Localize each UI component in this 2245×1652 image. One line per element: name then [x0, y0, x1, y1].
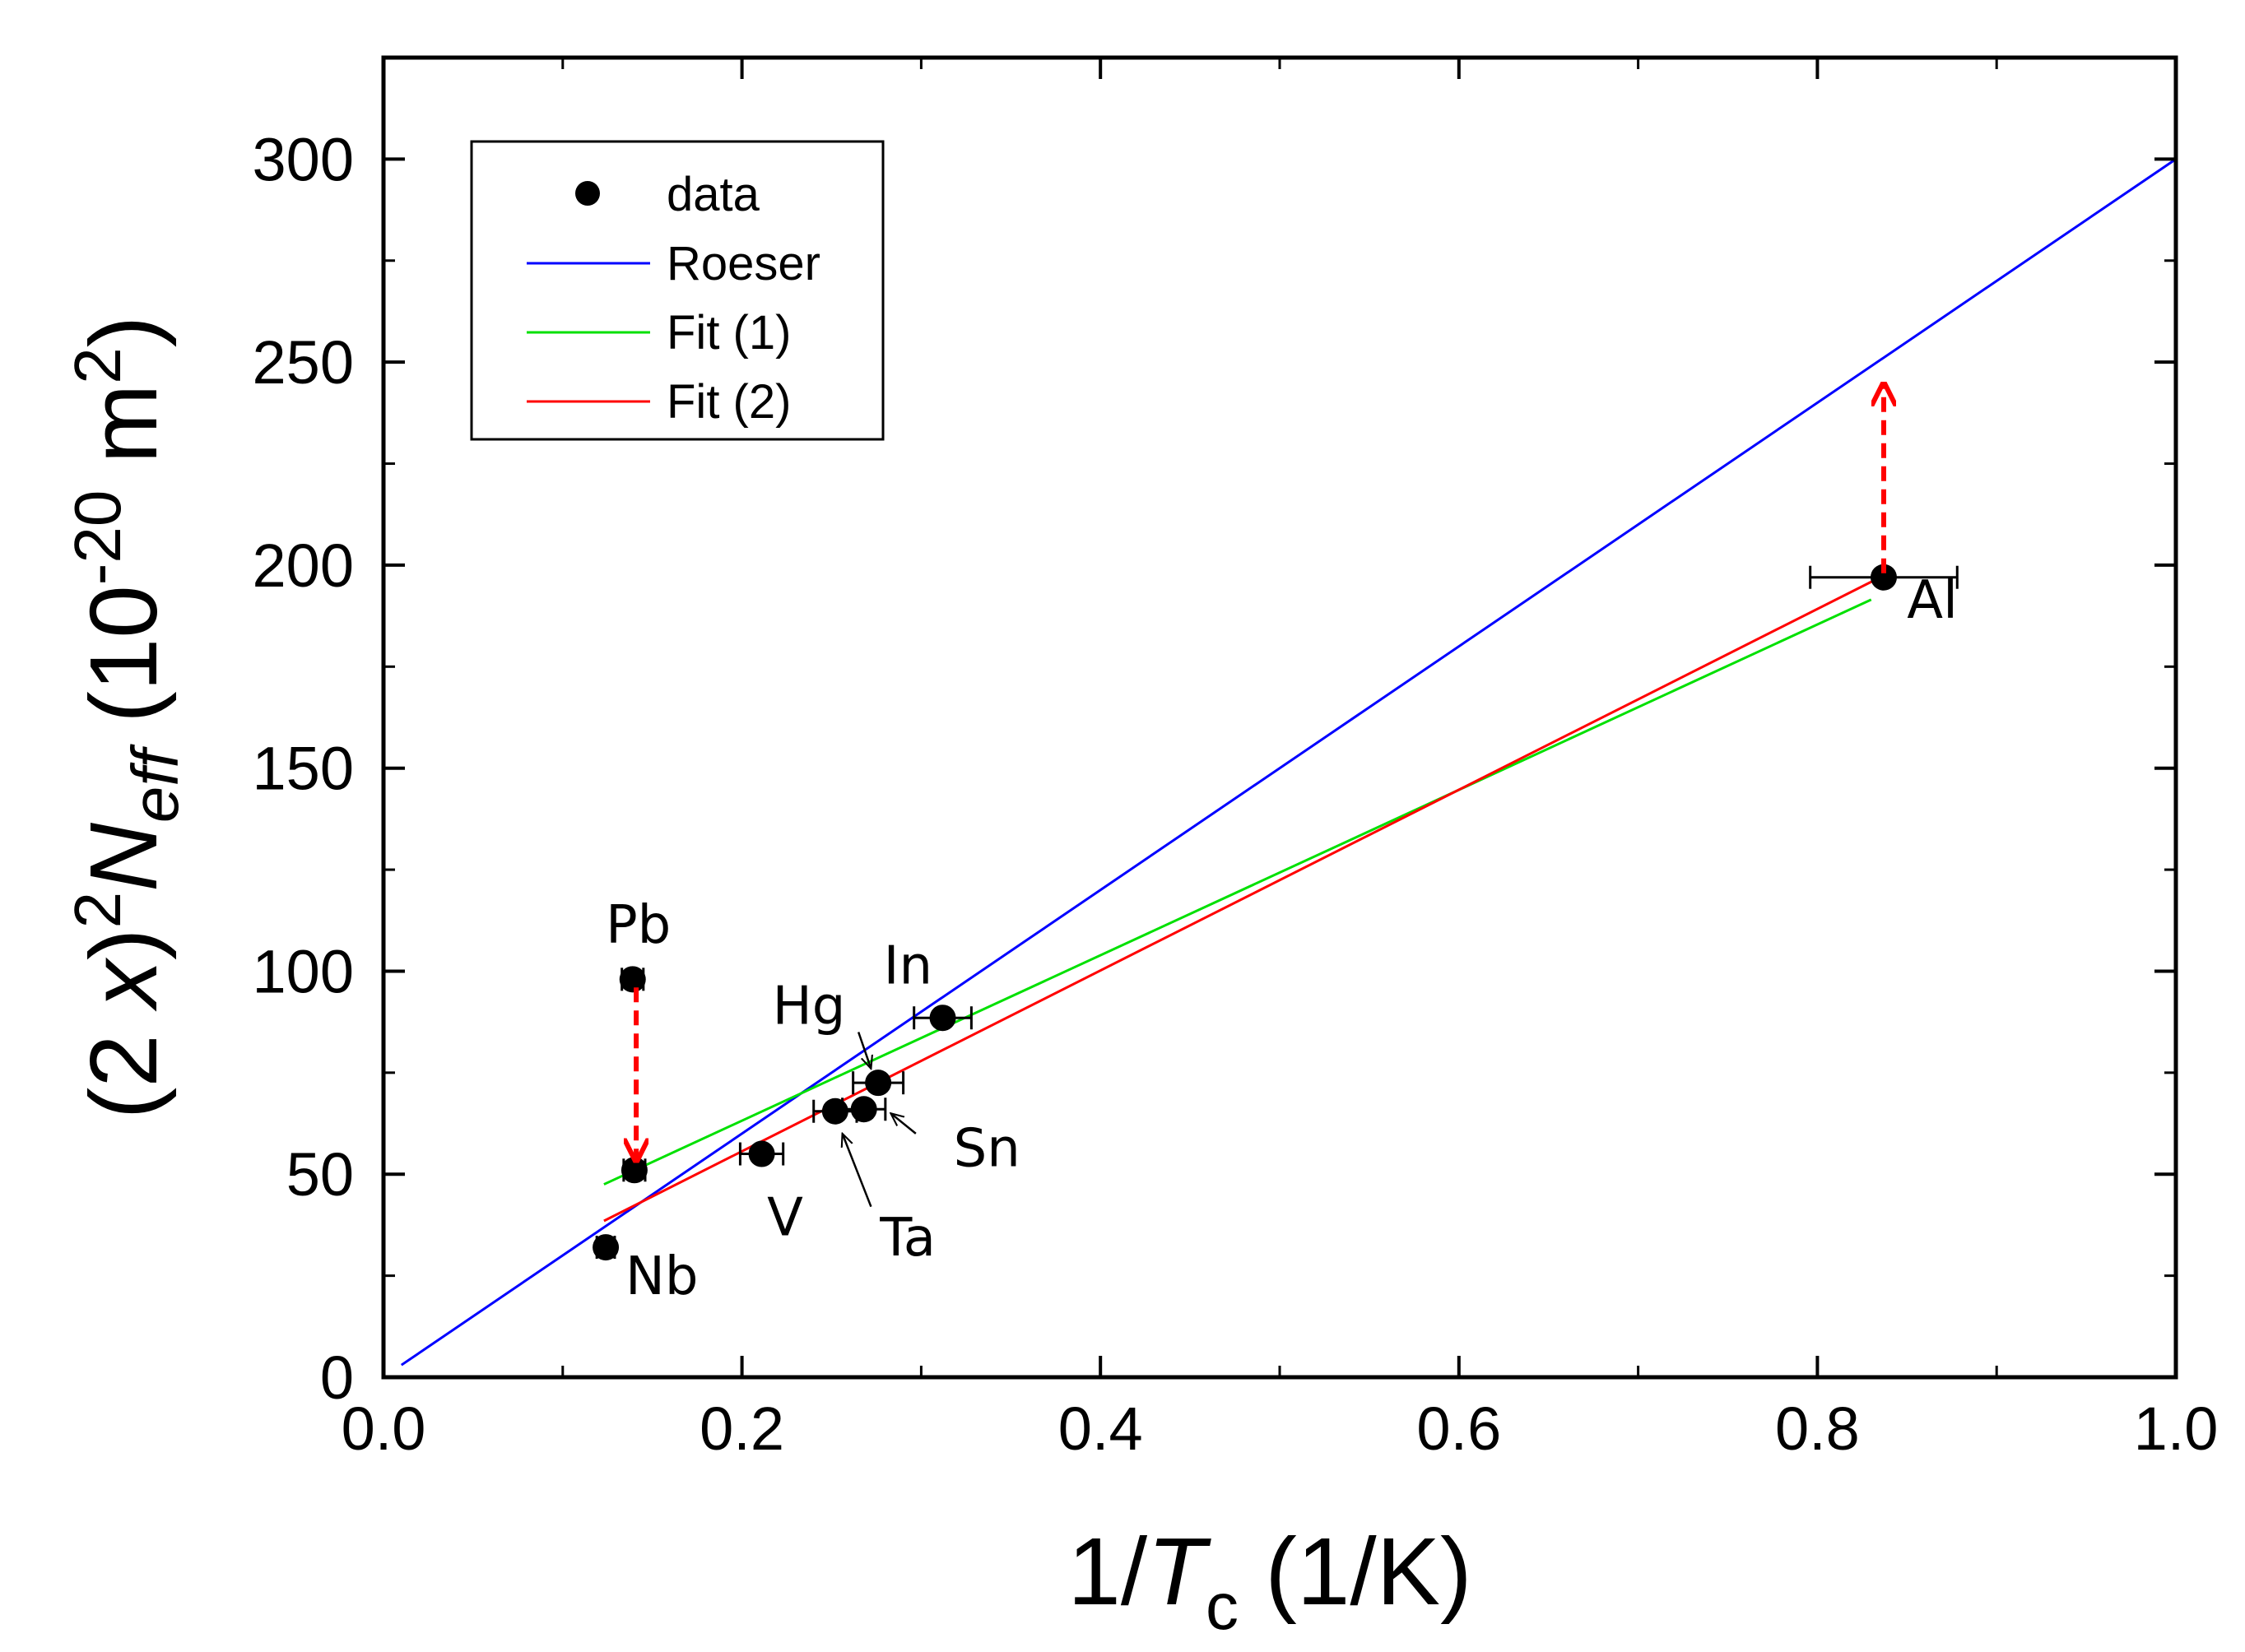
legend-label-fit2: Fit (2)	[667, 375, 791, 429]
legend-marker-data	[575, 181, 600, 206]
y-tick-label: 250	[253, 328, 354, 397]
x-tick-label: 0.6	[1416, 1394, 1501, 1463]
data-point-in	[929, 1005, 956, 1032]
x-tick-label: 0.2	[700, 1394, 784, 1463]
legend-box	[470, 140, 885, 441]
pointer-arrow-ta	[843, 1134, 872, 1208]
y-tick-label: 0	[320, 1343, 354, 1412]
legend-label-fit1: Fit (1)	[667, 306, 791, 360]
y-tick-label: 300	[253, 125, 354, 193]
series-line-roeser	[400, 158, 2176, 1367]
x-axis-title: 1/Tc (1/K)	[1067, 1518, 1471, 1643]
x-tick-label: 0.4	[1058, 1394, 1143, 1463]
data-point-ta	[821, 1097, 848, 1125]
label-nb: Nb	[625, 1246, 699, 1307]
data-point-nb	[593, 1234, 620, 1261]
label-al: Al	[1907, 570, 1958, 631]
y-tick-label: 150	[253, 735, 354, 803]
data-point-pb	[619, 966, 646, 993]
data-point-v	[748, 1140, 775, 1167]
y-tick-label: 100	[253, 937, 354, 1005]
x-tick-label: 0.8	[1775, 1394, 1860, 1463]
label-pb: Pb	[606, 895, 671, 956]
data-point-al	[1870, 564, 1897, 591]
legend: data Roeser Fit (1) Fit (2)	[470, 140, 885, 441]
data-point-pb	[621, 1157, 648, 1184]
x-tick-label: 1.0	[2134, 1394, 2219, 1463]
y-axis-title: (2 x)2Neff (10-20 m2)	[61, 316, 192, 1120]
y-tick-label: 50	[286, 1140, 354, 1209]
data-point-sn	[850, 1096, 877, 1123]
y-tick-label: 200	[253, 531, 354, 600]
label-v: V	[767, 1187, 803, 1248]
pointer-arrow-sn	[890, 1113, 917, 1135]
label-in: In	[884, 935, 932, 996]
legend-label-data: data	[667, 168, 760, 221]
pointer-arrow-hg	[857, 1032, 871, 1068]
x-tick-label: 0.0	[342, 1394, 426, 1463]
data-point-hg	[865, 1070, 892, 1097]
legend-label-roeser: Roeser	[667, 237, 820, 290]
label-sn: Sn	[954, 1118, 1020, 1179]
label-ta: Ta	[879, 1208, 936, 1269]
series-line-fit-2	[603, 576, 1881, 1223]
label-hg: Hg	[773, 977, 846, 1037]
series-line-fit-1	[603, 598, 1872, 1186]
